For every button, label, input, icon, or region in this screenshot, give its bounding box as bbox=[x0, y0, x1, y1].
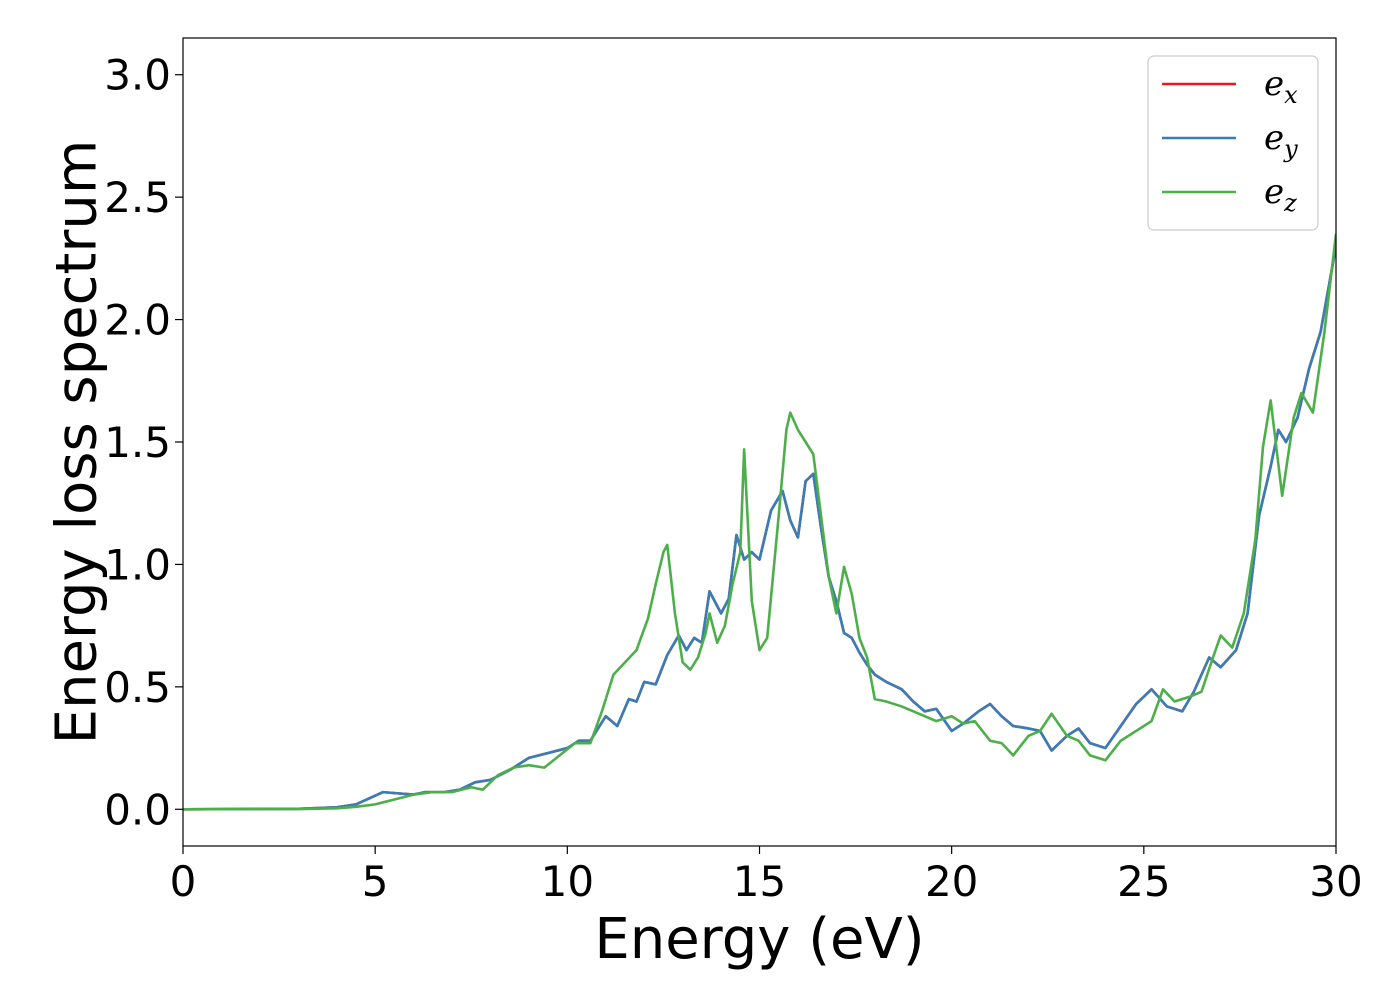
legend-label: ey bbox=[1264, 118, 1298, 163]
x-tick-label: 10 bbox=[541, 857, 594, 906]
y-axis-ticks: 0.0 0.5 1.0 1.5 2.0 2.5 3.0 bbox=[104, 51, 183, 834]
y-tick-label: 2.5 bbox=[104, 173, 171, 222]
x-tick-label: 25 bbox=[1117, 857, 1170, 906]
x-axis-ticks: 0 5 10 15 20 25 30 bbox=[170, 846, 1363, 906]
legend-label: ez bbox=[1264, 172, 1297, 217]
legend-label-base: e bbox=[1264, 172, 1284, 212]
legend-label-subscript: x bbox=[1284, 81, 1298, 109]
y-tick-label: 2.0 bbox=[104, 296, 171, 345]
legend-label-base: e bbox=[1264, 118, 1284, 158]
plot-lines bbox=[183, 233, 1336, 811]
y-tick-label: 0.0 bbox=[104, 785, 171, 834]
x-tick-label: 20 bbox=[925, 857, 978, 906]
series-line-e-y bbox=[183, 245, 1336, 811]
y-tick-label: 0.5 bbox=[104, 663, 171, 712]
x-tick-label: 0 bbox=[170, 857, 197, 906]
x-tick-label: 30 bbox=[1309, 857, 1362, 906]
x-axis-title: Energy (eV) bbox=[594, 907, 924, 972]
y-axis-title: Energy loss spectrum bbox=[45, 140, 110, 745]
legend-label-subscript: z bbox=[1283, 189, 1297, 217]
y-tick-label: 1.0 bbox=[104, 540, 171, 589]
y-tick-label: 3.0 bbox=[104, 51, 171, 100]
series-line-e-x bbox=[183, 245, 1336, 811]
series-line-e-z bbox=[183, 233, 1336, 811]
legend-label: ex bbox=[1264, 64, 1298, 109]
legend-box bbox=[1147, 55, 1319, 231]
legend-label-base: e bbox=[1264, 64, 1284, 104]
x-tick-label: 5 bbox=[362, 857, 389, 906]
y-tick-label: 1.5 bbox=[104, 418, 171, 467]
legend-label-subscript: y bbox=[1283, 135, 1298, 163]
x-tick-label: 15 bbox=[733, 857, 786, 906]
